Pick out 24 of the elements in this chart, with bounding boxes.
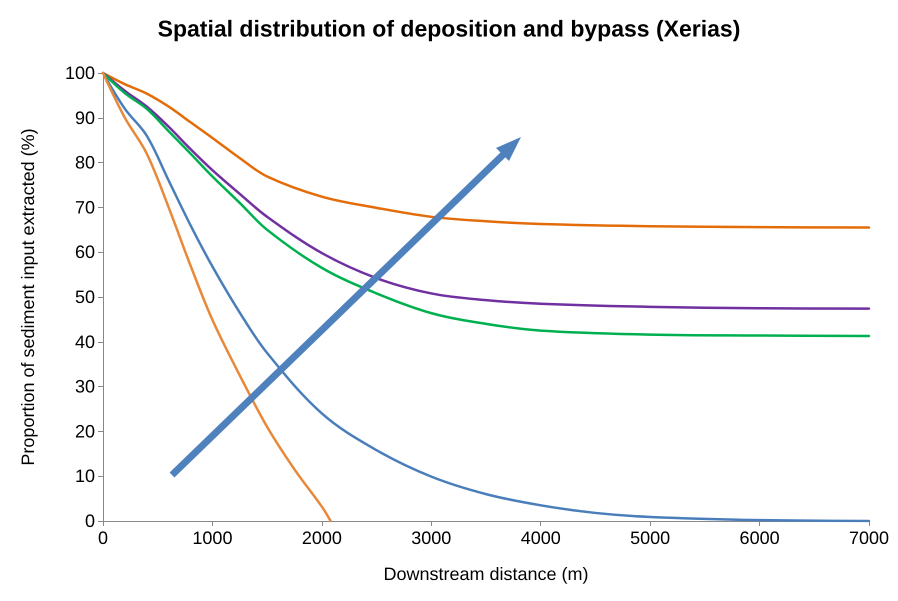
y-tick-label: 20 [74,421,95,442]
x-tick-label: 0 [98,528,108,548]
x-tick-label: 4000 [520,528,561,548]
x-tick-label: 2000 [302,528,342,548]
y-tick-label: 80 [74,152,95,173]
line-series [102,72,870,229]
chart-title: Spatial distribution of deposition and bypass (Xerias) [158,16,740,42]
y-tick-label: 70 [74,197,95,218]
y-tick-label: 100 [64,63,95,83]
x-tick-label: 1000 [192,528,232,548]
y-axis-title: Proportion of sediment input extracted (%) [18,128,38,466]
x-tick-label: 3000 [411,528,452,548]
x-tick-label: 7000 [848,528,890,548]
y-tick-label: 10 [74,466,95,486]
y-tick-label: 0 [84,511,95,531]
x-axis-title: Downstream distance (m) [383,564,589,584]
y-tick-label: 60 [74,242,95,262]
line-series [102,72,870,522]
y-tick-label: 90 [74,108,95,128]
y-tick-label: 50 [74,287,95,307]
y-tick-label: 30 [74,376,95,397]
x-tick-label: 6000 [740,528,780,548]
x-tick-label: 5000 [630,528,670,548]
y-tick-label: 40 [74,332,95,352]
